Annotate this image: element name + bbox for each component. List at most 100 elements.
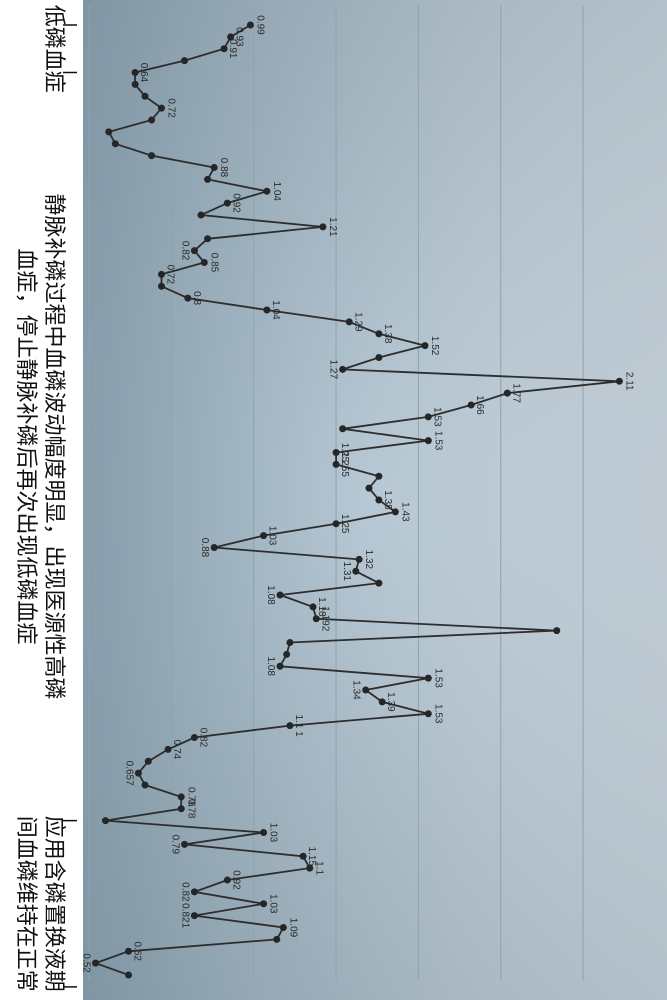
section-label: 血症，停止静脉补磷后再次出现低磷血症 xyxy=(14,249,39,645)
point-label: 0.91 xyxy=(227,39,238,59)
section-label: 应用含磷置换液期 xyxy=(42,816,67,992)
data-point xyxy=(112,140,119,147)
data-point xyxy=(362,687,369,694)
rotated-wrapper: 0.990.930.910.640.720.881.040.921.210.82… xyxy=(0,0,667,1000)
data-point xyxy=(204,176,211,183)
data-point xyxy=(201,259,208,266)
data-point xyxy=(178,805,185,812)
point-label: 1.43 xyxy=(399,502,410,522)
data-point xyxy=(425,437,432,444)
data-point xyxy=(356,556,363,563)
point-label: 0.92 xyxy=(230,870,241,890)
data-point xyxy=(204,235,211,242)
point-label: 1.52 xyxy=(429,336,440,356)
point-label: 2.11 xyxy=(623,372,634,391)
line-chart: 0.990.930.910.640.720.881.040.921.210.82… xyxy=(0,0,667,1000)
point-label: 1.1 xyxy=(314,861,325,875)
data-point xyxy=(375,473,382,480)
point-label: 1.1 1 xyxy=(293,715,304,738)
point-label: 1.29 xyxy=(352,312,363,332)
data-point xyxy=(135,770,142,777)
point-label: 1.09 xyxy=(287,918,298,938)
data-point xyxy=(260,900,267,907)
point-label: 0.85 xyxy=(208,253,219,273)
data-point xyxy=(260,829,267,836)
data-point xyxy=(277,592,284,599)
point-label: 1.08 xyxy=(265,585,276,605)
data-point xyxy=(142,782,149,789)
point-label: 1.53 xyxy=(432,704,443,724)
point-label: 0.74 xyxy=(171,740,182,760)
point-label: 1.08 xyxy=(265,657,276,677)
data-point xyxy=(352,568,359,575)
data-point xyxy=(283,651,290,658)
data-point xyxy=(280,924,287,931)
data-point xyxy=(211,544,218,551)
point-label: 0.79 xyxy=(170,835,181,855)
data-point xyxy=(319,223,326,230)
data-point xyxy=(286,639,293,646)
data-point xyxy=(247,22,254,29)
point-label: 1.03 xyxy=(268,894,279,914)
point-label: 1.53 xyxy=(432,431,443,451)
data-point xyxy=(339,366,346,373)
point-label: 0.52 xyxy=(81,953,92,973)
point-label: 1.53 xyxy=(431,407,442,427)
section-label: 间血磷维持在正常 xyxy=(14,816,39,992)
data-point xyxy=(277,663,284,670)
point-label: 0.72 xyxy=(164,265,175,285)
point-label: 1.04 xyxy=(271,182,282,202)
point-label: 0.88 xyxy=(218,158,229,178)
data-point xyxy=(125,972,132,979)
section-label: 低磷血症 xyxy=(42,5,67,93)
data-point xyxy=(158,105,165,112)
point-label: 1.38 xyxy=(382,490,393,510)
data-point xyxy=(191,912,198,919)
point-label: 1.34 xyxy=(351,680,362,700)
point-label: 0.88 xyxy=(199,538,210,558)
data-point xyxy=(392,508,399,515)
data-point xyxy=(102,817,109,824)
data-point xyxy=(148,152,155,159)
data-point xyxy=(263,188,270,195)
point-label: 1.192 xyxy=(319,606,330,631)
data-point xyxy=(191,247,198,254)
point-label: 0.82 xyxy=(179,882,190,902)
data-point xyxy=(553,627,560,634)
point-label: 1.31 xyxy=(341,562,352,582)
point-label: 0.82 xyxy=(197,728,208,748)
data-point xyxy=(148,117,155,124)
data-point xyxy=(425,675,432,682)
point-label: 1.03 xyxy=(267,526,278,546)
point-label: 1.255 xyxy=(339,452,350,477)
data-point xyxy=(306,865,313,872)
chart-stage: 0.990.930.910.640.720.881.040.921.210.82… xyxy=(0,0,667,1000)
data-point xyxy=(142,93,149,100)
point-label: 1.27 xyxy=(328,360,339,380)
point-label: 1.25 xyxy=(339,514,350,534)
data-point xyxy=(616,378,623,385)
data-point xyxy=(158,283,165,290)
data-point xyxy=(181,57,188,64)
point-label: 0.92 xyxy=(230,193,241,213)
point-label: 0.78 xyxy=(185,799,196,819)
data-point xyxy=(366,485,373,492)
point-label: 1.53 xyxy=(432,668,443,688)
data-point xyxy=(273,936,280,943)
point-label: 0.821 xyxy=(179,903,190,928)
point-label: 1.21 xyxy=(327,217,338,237)
data-point xyxy=(92,960,99,967)
section-label: 静脉补磷过程中血磷波动幅度明显，出现医源性高磷 xyxy=(42,194,67,700)
point-label: 0.99 xyxy=(254,15,265,35)
chart-vignette xyxy=(0,0,667,1000)
data-point xyxy=(145,758,152,765)
point-label: 1.66 xyxy=(474,395,485,415)
data-point xyxy=(422,342,429,349)
point-label: 0.82 xyxy=(179,241,190,261)
data-point xyxy=(178,793,185,800)
point-label: 1.77 xyxy=(510,383,521,403)
point-label: 1.39 xyxy=(385,692,396,712)
data-point xyxy=(375,354,382,361)
point-label: 0.72 xyxy=(165,98,176,118)
data-point xyxy=(105,128,112,135)
